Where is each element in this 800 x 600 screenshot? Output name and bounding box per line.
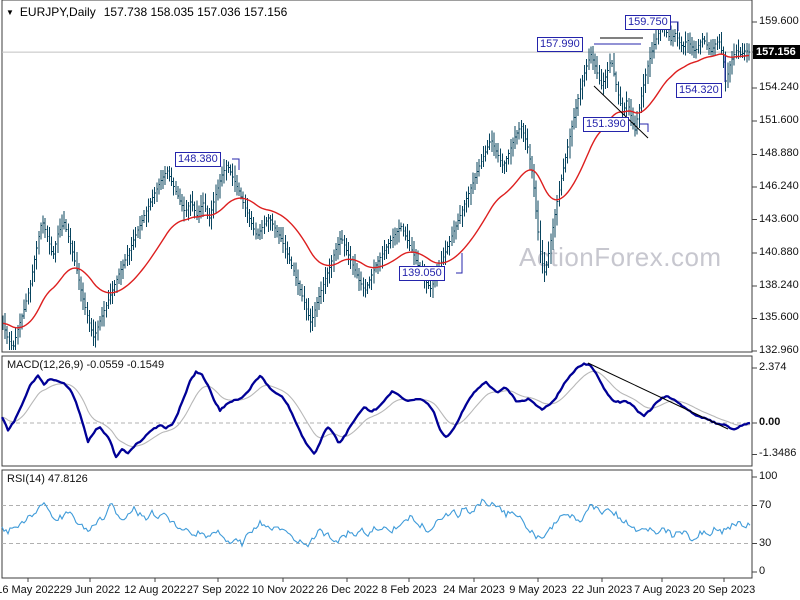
macd-indicator-label: MACD(12,26,9) -0.0559 -0.1549 xyxy=(7,359,165,371)
price-bars-series xyxy=(2,15,751,350)
ohlc-values: 157.738 158.035 157.036 157.156 xyxy=(103,5,288,19)
rsi-indicator-label: RSI(14) 47.8126 xyxy=(7,473,88,485)
annotation-connector xyxy=(640,123,649,132)
price-annotation-label[interactable]: 139.050 xyxy=(399,266,445,281)
annotation-connector xyxy=(456,253,463,274)
price-annotation-label[interactable]: 157.990 xyxy=(537,37,583,52)
price-annotation-label[interactable]: 159.750 xyxy=(625,15,671,30)
moving-average-line[interactable] xyxy=(2,53,749,329)
macd-signal-line[interactable] xyxy=(1,370,751,448)
price-annotation-label[interactable]: 154.320 xyxy=(676,83,722,98)
price-annotation-label[interactable]: 148.380 xyxy=(175,152,221,167)
macd-main-line[interactable] xyxy=(0,362,751,459)
falling-trendline[interactable] xyxy=(593,85,649,139)
rsi-line[interactable] xyxy=(1,498,751,548)
panel-borders xyxy=(1,0,753,579)
symbol-name: EURJPY,Daily xyxy=(19,5,96,19)
symbol-title: ▼ EURJPY,Daily 157.738 158.035 157.036 1… xyxy=(6,5,287,19)
axis-tick-marks xyxy=(752,21,757,573)
annotation-connector xyxy=(669,21,679,31)
macd-divergence-line[interactable] xyxy=(587,362,729,430)
annotation-connector xyxy=(232,158,240,170)
price-annotation-label[interactable]: 151.390 xyxy=(583,117,629,132)
symbol-dropdown-icon[interactable]: ▼ xyxy=(6,7,14,17)
